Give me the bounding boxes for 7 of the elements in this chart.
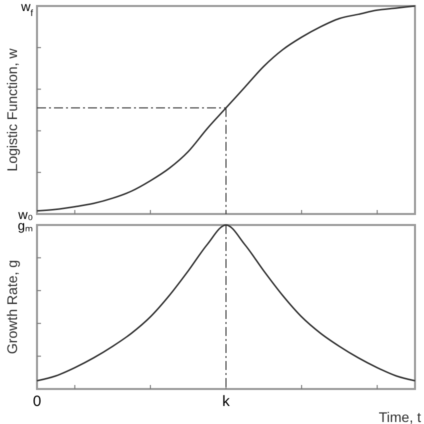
- text: w₀: [17, 207, 33, 222]
- x-tick-label: k: [222, 393, 230, 410]
- y-axis-title: Growth Rate, g: [4, 260, 20, 354]
- text: w$_{f}$: [20, 0, 34, 18]
- y-axis-title: Logistic Function, w: [4, 48, 20, 172]
- x-tick-label: 0: [32, 393, 42, 410]
- x-axis-title: Time, t: [378, 409, 422, 424]
